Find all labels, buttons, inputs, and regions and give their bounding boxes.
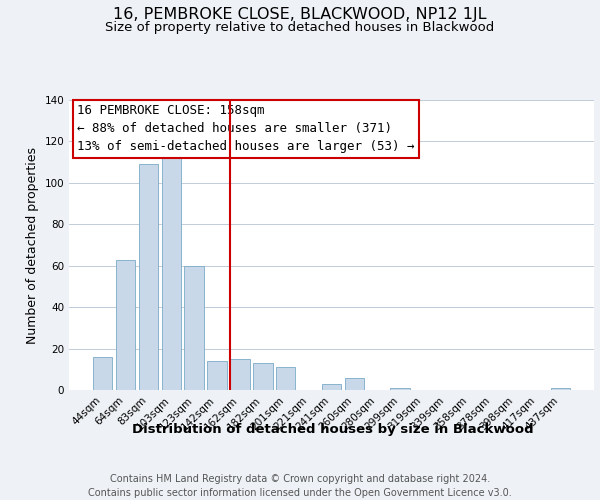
Text: Contains HM Land Registry data © Crown copyright and database right 2024.
Contai: Contains HM Land Registry data © Crown c… — [88, 474, 512, 498]
Bar — [93, 357, 112, 390]
Y-axis label: Number of detached properties: Number of detached properties — [26, 146, 39, 344]
Text: 16 PEMBROKE CLOSE: 158sqm
← 88% of detached houses are smaller (371)
13% of semi: 16 PEMBROKE CLOSE: 158sqm ← 88% of detac… — [77, 104, 415, 154]
Bar — [116, 260, 135, 390]
Bar — [230, 359, 250, 390]
Bar — [276, 367, 295, 390]
Bar — [184, 266, 204, 390]
Bar — [253, 363, 272, 390]
Text: Size of property relative to detached houses in Blackwood: Size of property relative to detached ho… — [106, 21, 494, 34]
Bar — [344, 378, 364, 390]
Bar — [551, 388, 570, 390]
Bar — [322, 384, 341, 390]
Text: Distribution of detached houses by size in Blackwood: Distribution of detached houses by size … — [132, 422, 534, 436]
Bar — [161, 148, 181, 390]
Bar — [139, 164, 158, 390]
Bar — [391, 388, 410, 390]
Bar — [208, 361, 227, 390]
Text: 16, PEMBROKE CLOSE, BLACKWOOD, NP12 1JL: 16, PEMBROKE CLOSE, BLACKWOOD, NP12 1JL — [113, 8, 487, 22]
